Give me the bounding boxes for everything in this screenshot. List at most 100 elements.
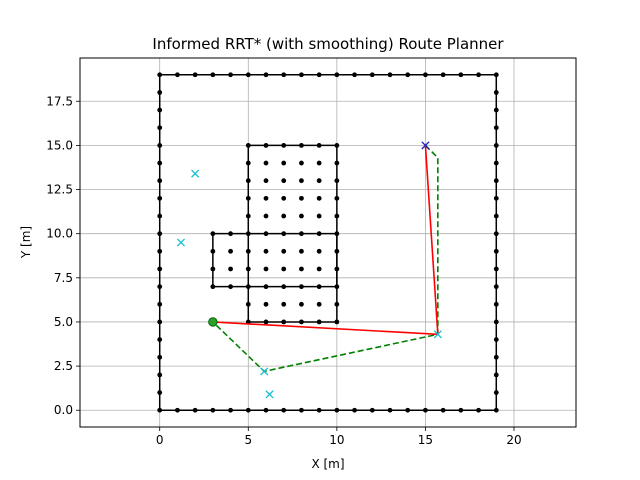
obstacle-point [157, 231, 163, 237]
obstacle-point [299, 319, 304, 325]
obstacle-point [334, 72, 340, 78]
y-tick-label: 5.0 [54, 315, 73, 329]
obstacle-point [157, 319, 163, 325]
obstacle-point [263, 407, 269, 413]
obstacle-point [334, 142, 340, 148]
y-tick-label: 7.5 [54, 271, 73, 285]
obstacle-point [458, 407, 464, 413]
obstacle-point [157, 407, 163, 413]
obstacle-point [334, 213, 340, 219]
y-tick-label: 0.0 [54, 403, 73, 417]
obstacle-point [299, 72, 304, 78]
obstacle-point [369, 72, 375, 78]
obstacle-point [316, 72, 322, 78]
obstacle-point [493, 213, 499, 219]
obstacle-point [493, 337, 499, 343]
obstacle-point [493, 407, 499, 413]
plot-area [157, 72, 499, 413]
obstacle-point [245, 231, 251, 237]
x-tick-label: 0 [156, 433, 164, 447]
obstacle-point [476, 407, 481, 413]
y-tick-label: 12.5 [46, 183, 73, 197]
obstacle-point [334, 231, 340, 237]
obstacle-point [175, 407, 180, 413]
obstacle-point [299, 195, 304, 201]
obstacle-point [281, 407, 287, 413]
obstacle-point [245, 213, 251, 219]
obstacle-point [281, 213, 287, 219]
obstacle-point [210, 248, 216, 254]
obstacle-point [228, 231, 233, 237]
obstacle-point [228, 266, 233, 272]
obstacle-point [157, 142, 163, 148]
obstacle-point [334, 178, 340, 184]
obstacle-point [334, 319, 340, 325]
x-tick-label: 5 [244, 433, 252, 447]
obstacle-point [245, 407, 251, 413]
obstacle-point [458, 72, 464, 78]
obstacle-point [493, 266, 499, 272]
y-axis-label: Y [m] [19, 226, 33, 259]
sample-point-marker [265, 390, 274, 399]
sample-point-marker [176, 238, 186, 247]
obstacle-point [352, 407, 357, 413]
obstacle-point [316, 266, 322, 272]
obstacle-point [299, 266, 304, 272]
obstacle-point [157, 248, 163, 254]
obstacle-point [493, 372, 499, 378]
obstacle-point [210, 284, 216, 290]
obstacle-point [493, 301, 499, 307]
obstacle-point [228, 72, 233, 78]
obstacle-point [228, 284, 233, 290]
obstacle-point [334, 195, 340, 201]
obstacle-point [405, 72, 411, 78]
obstacle-point [440, 407, 446, 413]
obstacle-point [493, 248, 499, 254]
y-tick-label: 17.5 [46, 94, 73, 108]
obstacle-point [316, 407, 322, 413]
obstacle-point [281, 231, 287, 237]
obstacle-point [281, 301, 287, 307]
obstacle-point [299, 284, 304, 290]
x-axis-ticks: 0 5 10 15 20 [156, 427, 522, 447]
obstacle-point [157, 195, 163, 201]
obstacle-point [299, 231, 304, 237]
obstacle-point [299, 142, 304, 148]
y-tick-label: 15.0 [46, 138, 73, 152]
obstacle-point [334, 160, 340, 166]
obstacle-point [157, 354, 163, 360]
obstacle-point [493, 142, 499, 148]
obstacle-point [175, 72, 180, 78]
obstacle-point [493, 319, 499, 325]
obstacle-point [493, 390, 499, 395]
obstacle-point [263, 195, 269, 201]
obstacle-point [316, 178, 322, 184]
obstacle-point [157, 178, 163, 184]
obstacle-point [316, 195, 322, 201]
obstacle-point [493, 231, 499, 237]
obstacle-point [263, 301, 269, 307]
y-tick-label: 10.0 [46, 227, 73, 241]
obstacle-point [316, 160, 322, 166]
obstacle-point [352, 72, 357, 78]
obstacle-point [157, 213, 163, 219]
obstacle-point [281, 160, 287, 166]
obstacle-point [263, 284, 269, 290]
obstacle-point [493, 107, 499, 113]
obstacle-point [263, 142, 269, 148]
obstacle-point [228, 407, 233, 413]
obstacle-point [245, 266, 251, 272]
chart-title: Informed RRT* (with smoothing) Route Pla… [152, 35, 504, 53]
obstacle-point [299, 407, 304, 413]
obstacle-point [316, 142, 322, 148]
obstacle-point [157, 337, 163, 343]
obstacle-point [245, 248, 251, 254]
obstacle-point [157, 160, 163, 166]
obstacle-point [493, 90, 499, 95]
obstacle-point [493, 125, 499, 131]
obstacle-point [281, 72, 287, 78]
goal-marker [421, 141, 430, 150]
obstacle-point [334, 301, 340, 307]
